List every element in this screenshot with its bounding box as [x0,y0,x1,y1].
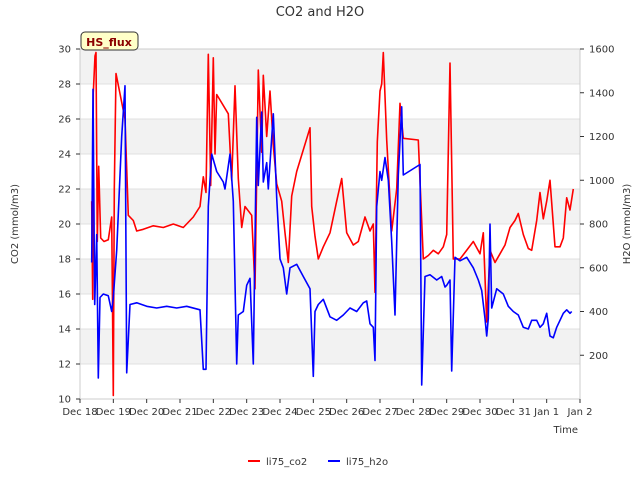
x-tick-label: Dec 19 [96,407,131,418]
y-left-tick-label: 18 [58,255,71,266]
x-tick-label: Dec 29 [429,407,464,418]
x-tick-label: Jan 2 [567,407,593,418]
site-badge: HS_flux [80,31,139,51]
y-right-tick-label: 1200 [589,132,614,143]
y-left-tick-label: 14 [58,325,71,336]
y-right-tick-label: 200 [589,351,608,362]
series-line-li75-h2o [90,85,573,386]
y-left-tick-label: 28 [58,80,71,91]
x-tick-label: Jan 1 [533,407,559,418]
y-left-tick-label: 20 [58,220,71,231]
y-axis-label-left: CO2 (mmol/m3) [10,184,21,264]
x-tick-label: Dec 27 [362,407,397,418]
x-tick-label: Dec 21 [162,407,197,418]
grid-bands [80,49,580,364]
x-axis-label: Time [553,425,578,436]
grid-band [80,49,580,84]
legend: li75_co2 li75_h2o [248,457,388,468]
y-left-tick-label: 10 [58,395,71,406]
chart-title: CO2 and H2O [276,5,365,20]
y-right-tick-label: 600 [589,263,608,274]
series-lines [90,51,575,397]
x-tick-label: Dec 25 [296,407,331,418]
x-tick-label: Dec 23 [229,407,264,418]
y-axis-left: 10 12 14 16 18 20 22 24 26 28 30 [58,45,80,406]
x-tick-label: Dec 24 [262,407,297,418]
grid-band [80,259,580,294]
y-left-tick-label: 22 [58,185,71,196]
x-tick-label: Dec 20 [129,407,164,418]
x-tick-label: Dec 22 [196,407,231,418]
y-right-tick-label: 800 [589,220,608,231]
x-tick-label: Dec 31 [496,407,531,418]
y-left-tick-label: 12 [58,360,71,371]
legend-label: li75_co2 [266,457,307,468]
y-left-tick-label: 26 [58,115,71,126]
site-badge-label: HS_flux [86,36,132,49]
legend-label: li75_h2o [346,457,388,468]
y-right-tick-label: 400 [589,307,608,318]
x-tick-label: Dec 26 [329,407,364,418]
y-left-tick-label: 30 [58,45,71,56]
x-tick-label: Dec 30 [462,407,497,418]
y-axis-right: 200 400 600 800 1000 1200 1400 1600 [580,45,614,362]
grid-band [80,189,580,224]
grid-band [80,119,580,154]
y-left-tick-label: 24 [58,150,71,161]
y-left-tick-label: 16 [58,290,71,301]
y-right-tick-label: 1000 [589,176,614,187]
grid-band [80,329,580,364]
x-tick-label: Dec 18 [62,407,97,418]
y-right-tick-label: 1400 [589,88,614,99]
series-line-li75-co2 [90,51,575,397]
y-axis-label-right: H2O (mmol/m3) [622,184,633,265]
grid-lines [80,48,580,400]
x-tick-label: Dec 28 [396,407,431,418]
y-right-tick-label: 1600 [589,45,614,56]
